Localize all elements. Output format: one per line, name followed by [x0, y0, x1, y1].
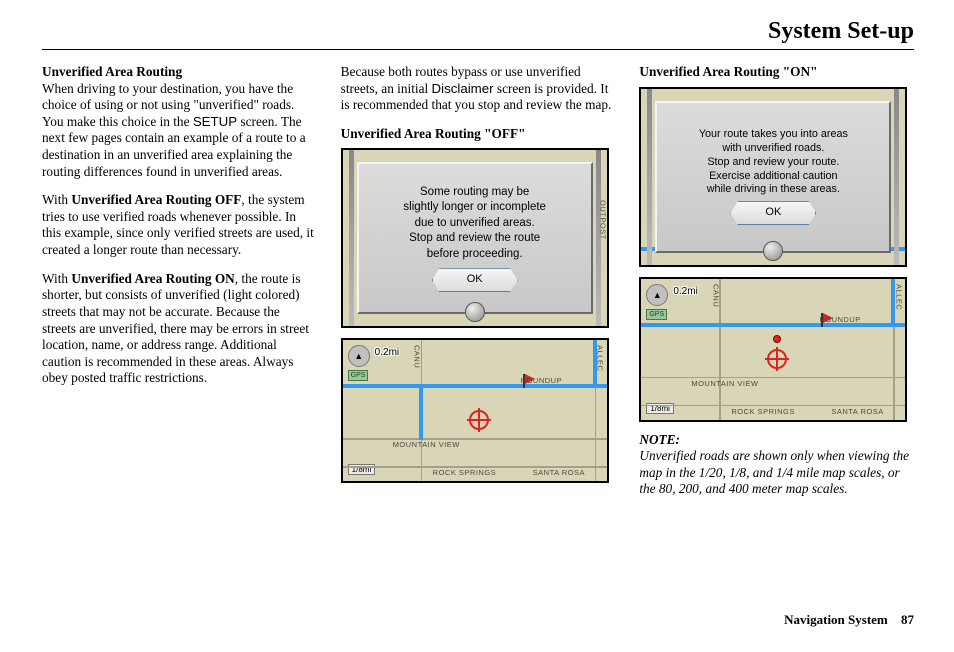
- content-columns: Unverified Area Routing When driving to …: [42, 64, 914, 498]
- dialog-on-box: Your route takes you into areas with unv…: [655, 101, 891, 253]
- p3b-text: , the route is shorter, but consists of …: [42, 271, 309, 386]
- footer-label: Navigation System: [784, 612, 888, 627]
- para-intro: Unverified Area Routing When driving to …: [42, 64, 317, 180]
- column-1: Unverified Area Routing When driving to …: [42, 64, 317, 498]
- joystick-icon: [763, 241, 783, 261]
- target-icon: [767, 349, 787, 369]
- subhead-on: Unverified Area Routing "ON": [639, 64, 914, 81]
- label-mtnview: MOUNTAIN VIEW: [691, 379, 758, 388]
- label-canu: CANU: [711, 284, 720, 307]
- label-rocksprings: ROCK SPRINGS: [433, 468, 497, 477]
- label-allec: ALLEC: [894, 284, 903, 310]
- disclaimer-word: Disclaimer: [432, 81, 494, 96]
- column-2: Because both routes bypass or use unveri…: [341, 64, 616, 498]
- target-icon: [469, 410, 489, 430]
- p2a-text: With: [42, 192, 71, 207]
- screenshot-on-map: ▲ GPS 0.2mi 1/8mi ROUNDUP MOUNTAIN VIEW …: [639, 277, 907, 422]
- label-santarosa: SANTA ROSA: [831, 407, 883, 416]
- joystick-icon: [465, 302, 485, 322]
- screenshot-on-dialog: ANOLA Your route takes you into areas wi…: [639, 87, 907, 267]
- label-roundup: ROUNDUP: [819, 315, 860, 324]
- label-rocksprings: ROCK SPRINGS: [731, 407, 795, 416]
- scale-label: 0.2mi: [673, 286, 697, 297]
- label-outpost: OUTPOST: [599, 200, 608, 240]
- note-heading: NOTE:: [639, 432, 914, 449]
- note-body: Unverified roads are shown only when vie…: [639, 448, 914, 498]
- label-allec: ALLEC: [596, 345, 605, 371]
- gps-badge: GPS: [646, 309, 667, 320]
- para-on: With Unverified Area Routing ON, the rou…: [42, 271, 317, 387]
- page-footer: Navigation System 87: [784, 612, 914, 628]
- ok-button[interactable]: OK: [730, 201, 816, 225]
- dialog-off-box: Some routing may be slightly longer or i…: [357, 162, 593, 314]
- para-disclaimer: Because both routes bypass or use unveri…: [341, 64, 616, 114]
- label-mtnview: MOUNTAIN VIEW: [393, 440, 460, 449]
- footer-page-number: 87: [901, 612, 914, 627]
- dialog-off-text: Some routing may be slightly longer or i…: [403, 185, 546, 263]
- scale-label: 0.2mi: [375, 347, 399, 358]
- subhead-off: Unverified Area Routing "OFF": [341, 126, 616, 143]
- setup-word: SETUP: [193, 114, 237, 129]
- label-canu: CANU: [413, 345, 422, 368]
- subhead-unverified: Unverified Area Routing: [42, 64, 182, 79]
- screenshot-off-dialog: OUTPOST Some routing may be slightly lon…: [341, 148, 609, 328]
- dialog-on-text: Your route takes you into areas with unv…: [699, 128, 848, 197]
- p3-bold: Unverified Area Routing ON: [71, 271, 234, 286]
- column-3: Unverified Area Routing "ON" ANOLA Your …: [639, 64, 914, 498]
- ok-button[interactable]: OK: [432, 268, 518, 292]
- para-off: With Unverified Area Routing OFF, the sy…: [42, 192, 317, 258]
- screenshot-off-map: ▲ GPS 0.2mi 1/8mi ROUNDUP MOUNTAIN VIEW …: [341, 338, 609, 483]
- north-icon: ▲: [348, 345, 370, 367]
- p2-bold: Unverified Area Routing OFF: [71, 192, 241, 207]
- north-icon: ▲: [646, 284, 668, 306]
- label-roundup: ROUNDUP: [521, 376, 562, 385]
- gps-badge: GPS: [348, 370, 369, 381]
- page-title: System Set-up: [42, 18, 914, 50]
- label-santarosa: SANTA ROSA: [533, 468, 585, 477]
- vehicle-dot-icon: [773, 335, 781, 343]
- p3a-text: With: [42, 271, 71, 286]
